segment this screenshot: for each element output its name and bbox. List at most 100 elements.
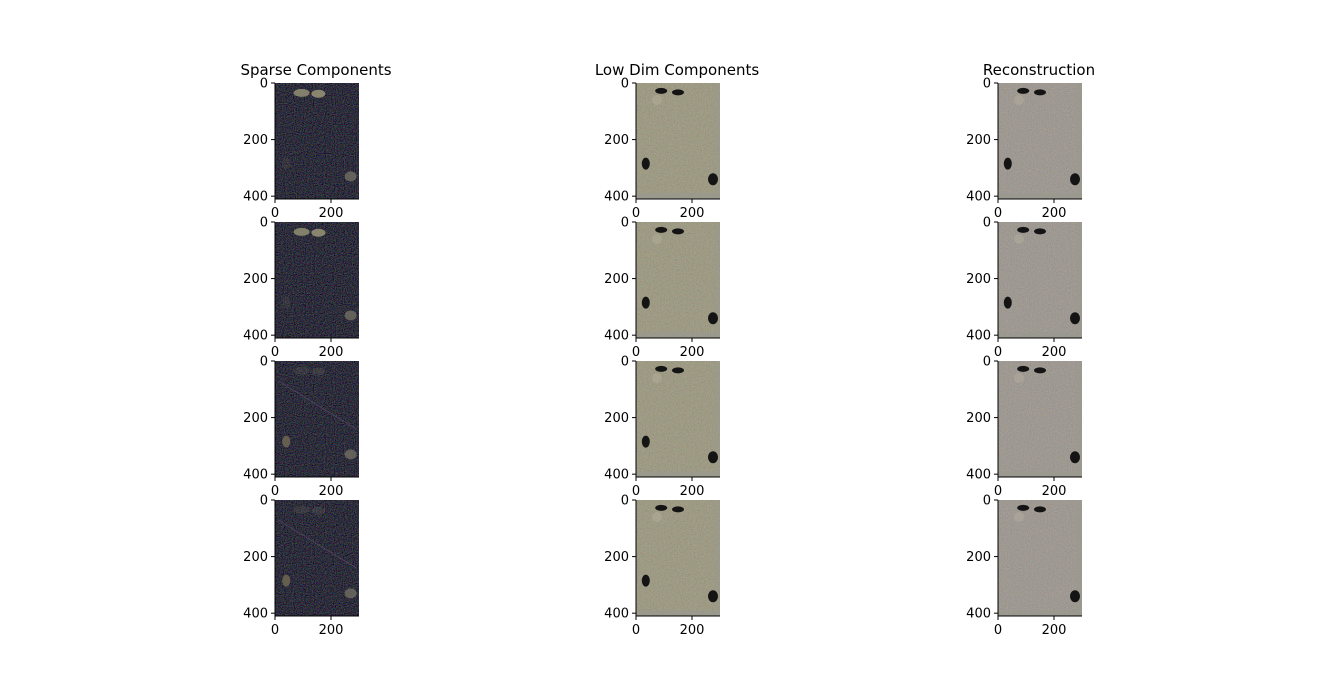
y-tick-label: 400 xyxy=(243,190,268,205)
dark-blob xyxy=(641,574,650,587)
dark-blob xyxy=(672,89,684,96)
image-texture xyxy=(636,500,720,616)
x-tick-label: 200 xyxy=(319,345,344,360)
border-strip xyxy=(998,193,1082,199)
x-tick-label: 0 xyxy=(632,206,640,221)
y-tick-label: 0 xyxy=(260,494,268,509)
column-title-lowdim: Low Dim Components xyxy=(595,61,759,79)
light-blob xyxy=(1014,233,1024,244)
y-tick-label: 400 xyxy=(243,607,268,622)
image-texture xyxy=(636,361,720,477)
bright-blob xyxy=(344,449,357,460)
y-tick-label: 200 xyxy=(604,133,629,148)
y-tick-label: 0 xyxy=(983,494,991,509)
border-strip xyxy=(1076,83,1082,199)
y-tick-label: 400 xyxy=(966,190,991,205)
y-tick-label: 0 xyxy=(983,77,991,92)
light-blob xyxy=(1014,511,1024,522)
dark-blob xyxy=(708,451,718,464)
border-strip xyxy=(714,361,720,477)
x-tick-label: 0 xyxy=(632,345,640,360)
dark-blob xyxy=(672,506,684,513)
dark-blob xyxy=(641,296,650,309)
y-tick-label: 400 xyxy=(604,329,629,344)
border-strip xyxy=(998,471,1082,477)
light-blob xyxy=(652,94,662,105)
dark-blob xyxy=(1017,226,1030,233)
bright-blob xyxy=(293,227,310,236)
dark-blob xyxy=(1034,228,1046,235)
y-tick-label: 400 xyxy=(966,468,991,483)
bright-blob xyxy=(344,171,357,182)
bright-blob xyxy=(344,588,357,599)
dark-blob xyxy=(655,504,668,511)
bright-blob xyxy=(282,574,291,587)
light-blob xyxy=(652,511,662,522)
x-tick-label: 0 xyxy=(994,206,1002,221)
x-tick-label: 200 xyxy=(680,206,705,221)
x-tick-label: 0 xyxy=(994,623,1002,638)
bright-blob xyxy=(311,367,326,376)
x-tick-label: 200 xyxy=(319,484,344,499)
dark-blob xyxy=(655,87,668,94)
dark-blob xyxy=(641,157,650,170)
x-tick-label: 0 xyxy=(271,623,279,638)
y-tick-label: 200 xyxy=(966,411,991,426)
y-tick-label: 200 xyxy=(604,272,629,287)
column-title-reconstruction: Reconstruction xyxy=(983,61,1095,79)
border-strip xyxy=(998,332,1082,338)
image-texture xyxy=(998,222,1082,338)
dark-blob xyxy=(641,435,650,448)
bright-blob xyxy=(311,228,326,237)
dark-blob xyxy=(672,228,684,235)
y-tick-label: 400 xyxy=(604,607,629,622)
x-tick-label: 200 xyxy=(680,623,705,638)
light-blob xyxy=(652,233,662,244)
dark-blob xyxy=(1017,504,1030,511)
y-tick-label: 0 xyxy=(983,355,991,370)
x-tick-label: 200 xyxy=(1042,623,1067,638)
y-tick-label: 200 xyxy=(604,550,629,565)
dark-blob xyxy=(708,590,718,603)
light-blob xyxy=(1014,94,1024,105)
y-tick-label: 400 xyxy=(243,329,268,344)
border-strip xyxy=(714,222,720,338)
y-tick-label: 400 xyxy=(604,468,629,483)
dark-blob xyxy=(708,312,718,325)
dark-blob xyxy=(708,173,718,186)
bright-blob xyxy=(311,89,326,98)
image-texture xyxy=(275,83,359,199)
bright-blob xyxy=(293,505,310,514)
image-texture xyxy=(636,83,720,199)
x-tick-label: 200 xyxy=(680,345,705,360)
image-texture xyxy=(275,361,359,477)
bright-blob xyxy=(282,435,291,448)
x-tick-label: 0 xyxy=(994,484,1002,499)
y-tick-label: 400 xyxy=(966,607,991,622)
bright-blob xyxy=(293,88,310,97)
image-texture xyxy=(275,222,359,338)
x-tick-label: 0 xyxy=(271,484,279,499)
dark-blob xyxy=(1070,312,1080,325)
border-strip xyxy=(714,83,720,199)
dark-blob xyxy=(1003,157,1012,170)
edge-streak xyxy=(277,519,357,569)
bright-blob xyxy=(282,157,291,170)
border-strip xyxy=(714,500,720,616)
border-strip xyxy=(636,193,720,199)
dark-blob xyxy=(1034,89,1046,96)
x-tick-label: 200 xyxy=(1042,345,1067,360)
x-tick-label: 200 xyxy=(319,206,344,221)
y-tick-label: 400 xyxy=(604,190,629,205)
border-strip xyxy=(1076,222,1082,338)
x-tick-label: 0 xyxy=(632,484,640,499)
image-texture xyxy=(275,500,359,616)
dark-blob xyxy=(1034,367,1046,374)
